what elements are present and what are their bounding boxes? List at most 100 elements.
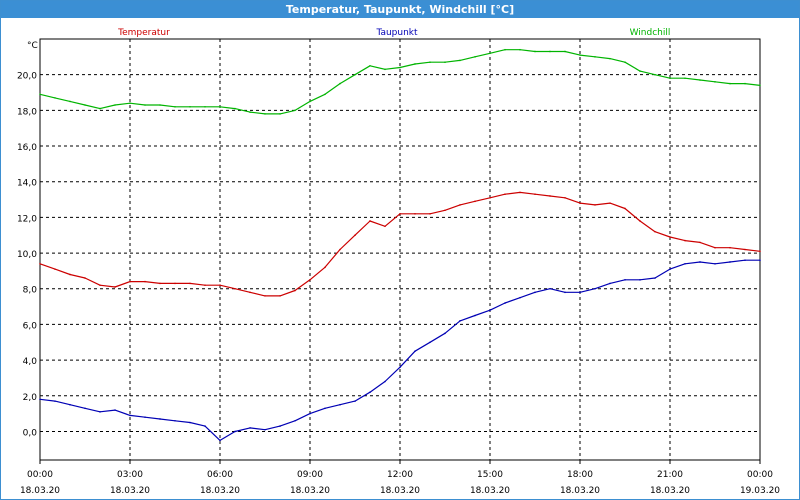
- data-point-temperatur: [369, 220, 371, 222]
- data-point-temperatur: [429, 213, 431, 215]
- data-point-taupunkt: [444, 332, 446, 335]
- data-point-taupunkt: [594, 287, 596, 290]
- data-point-taupunkt: [384, 380, 386, 383]
- data-point-windchill: [699, 79, 701, 81]
- y-tick-label: 4,0: [23, 357, 38, 367]
- data-point-taupunkt: [699, 261, 701, 263]
- data-point-temperatur: [309, 279, 311, 281]
- data-point-taupunkt: [84, 407, 86, 410]
- x-tick-date-label: 18.03.20: [110, 486, 150, 496]
- data-point-temperatur: [234, 287, 236, 290]
- y-tick-label: 8,0: [23, 286, 38, 296]
- data-point-taupunkt: [459, 320, 461, 322]
- data-point-windchill: [414, 63, 416, 65]
- data-point-windchill: [114, 104, 116, 106]
- data-point-taupunkt: [609, 282, 611, 285]
- data-point-taupunkt: [729, 261, 731, 263]
- data-point-taupunkt: [354, 400, 356, 402]
- data-point-temperatur: [474, 200, 476, 203]
- data-point-temperatur: [489, 196, 491, 199]
- legend: Temperatur Taupunkt Windchill: [117, 28, 670, 38]
- data-point-taupunkt: [369, 391, 371, 394]
- data-point-temperatur: [129, 280, 131, 283]
- data-point-temperatur: [279, 295, 281, 297]
- data-point-windchill: [519, 48, 521, 51]
- y-tick-label: 18,0: [17, 107, 37, 117]
- data-point-temperatur: [324, 266, 326, 269]
- data-point-windchill: [339, 82, 341, 85]
- x-tick-time-label: 12:00: [387, 470, 413, 480]
- data-point-temperatur: [84, 277, 86, 279]
- legend-entry-windchill: Windchill: [630, 28, 671, 38]
- data-point-windchill: [564, 50, 566, 53]
- x-tick-time-label: 03:00: [117, 470, 143, 480]
- data-point-windchill: [144, 104, 146, 106]
- data-point-windchill: [534, 50, 536, 53]
- data-point-taupunkt: [219, 439, 221, 442]
- data-point-temperatur: [534, 193, 536, 195]
- data-point-taupunkt: [279, 425, 281, 427]
- x-tick-date-label: 18.03.20: [650, 486, 690, 496]
- data-point-windchill: [264, 113, 266, 115]
- data-point-temperatur: [564, 196, 566, 199]
- data-point-windchill: [249, 111, 251, 113]
- x-tick-date-label: 19.03.20: [740, 486, 780, 496]
- data-point-temperatur: [99, 284, 101, 286]
- window-title: Temperatur, Taupunkt, Windchill [°C]: [1, 1, 799, 18]
- data-point-temperatur: [669, 236, 671, 238]
- data-point-taupunkt: [204, 425, 206, 427]
- data-point-temperatur: [714, 246, 716, 249]
- y-axis-unit-label: °C: [27, 41, 38, 51]
- data-point-windchill: [354, 73, 356, 76]
- data-point-taupunkt: [234, 430, 236, 433]
- y-tick-label: 10,0: [17, 250, 37, 260]
- data-point-temperatur: [339, 248, 341, 251]
- data-point-windchill: [384, 68, 386, 71]
- data-point-temperatur: [639, 220, 641, 222]
- data-point-windchill: [84, 104, 86, 106]
- data-point-temperatur: [384, 225, 386, 228]
- data-point-temperatur: [39, 262, 41, 265]
- data-point-temperatur: [549, 195, 551, 197]
- data-point-windchill: [624, 61, 626, 63]
- data-point-windchill: [174, 105, 176, 108]
- data-point-temperatur: [219, 284, 221, 286]
- data-point-windchill: [429, 61, 431, 63]
- data-point-taupunkt: [579, 291, 581, 294]
- data-point-taupunkt: [534, 291, 536, 294]
- data-point-taupunkt: [639, 279, 641, 281]
- x-tick-date-label: 18.03.20: [560, 486, 600, 496]
- data-point-windchill: [684, 77, 686, 80]
- data-point-taupunkt: [669, 268, 671, 270]
- data-point-taupunkt: [429, 341, 431, 344]
- y-tick-label: 20,0: [17, 72, 37, 82]
- data-point-windchill: [504, 48, 506, 51]
- data-point-temperatur: [744, 248, 746, 251]
- data-point-temperatur: [624, 207, 626, 210]
- data-point-taupunkt: [174, 419, 176, 422]
- data-point-taupunkt: [504, 302, 506, 304]
- data-point-windchill: [609, 57, 611, 60]
- data-point-windchill: [54, 97, 56, 99]
- data-point-windchill: [639, 70, 641, 72]
- data-point-temperatur: [699, 241, 701, 244]
- data-point-windchill: [279, 113, 281, 115]
- y-tick-label: 14,0: [17, 179, 37, 189]
- data-point-taupunkt: [759, 259, 761, 262]
- data-point-windchill: [189, 105, 191, 108]
- axes: 0,0 2,0 4,0 6,0 8,0 10,0 12,0 14,0 16,0 18,0 20,0 0…: [17, 38, 780, 496]
- data-point-temperatur: [444, 209, 446, 212]
- plot-frame: [39, 38, 761, 461]
- x-tick-time-label: 09:00: [297, 470, 323, 480]
- data-point-temperatur: [114, 286, 116, 288]
- data-point-taupunkt: [489, 309, 491, 311]
- data-point-windchill: [444, 61, 446, 63]
- series-lines: [39, 48, 761, 442]
- data-point-windchill: [204, 105, 206, 108]
- data-point-taupunkt: [414, 350, 416, 352]
- data-point-taupunkt: [309, 412, 311, 415]
- data-point-taupunkt: [684, 262, 686, 265]
- data-point-taupunkt: [564, 291, 566, 294]
- data-point-taupunkt: [54, 400, 56, 402]
